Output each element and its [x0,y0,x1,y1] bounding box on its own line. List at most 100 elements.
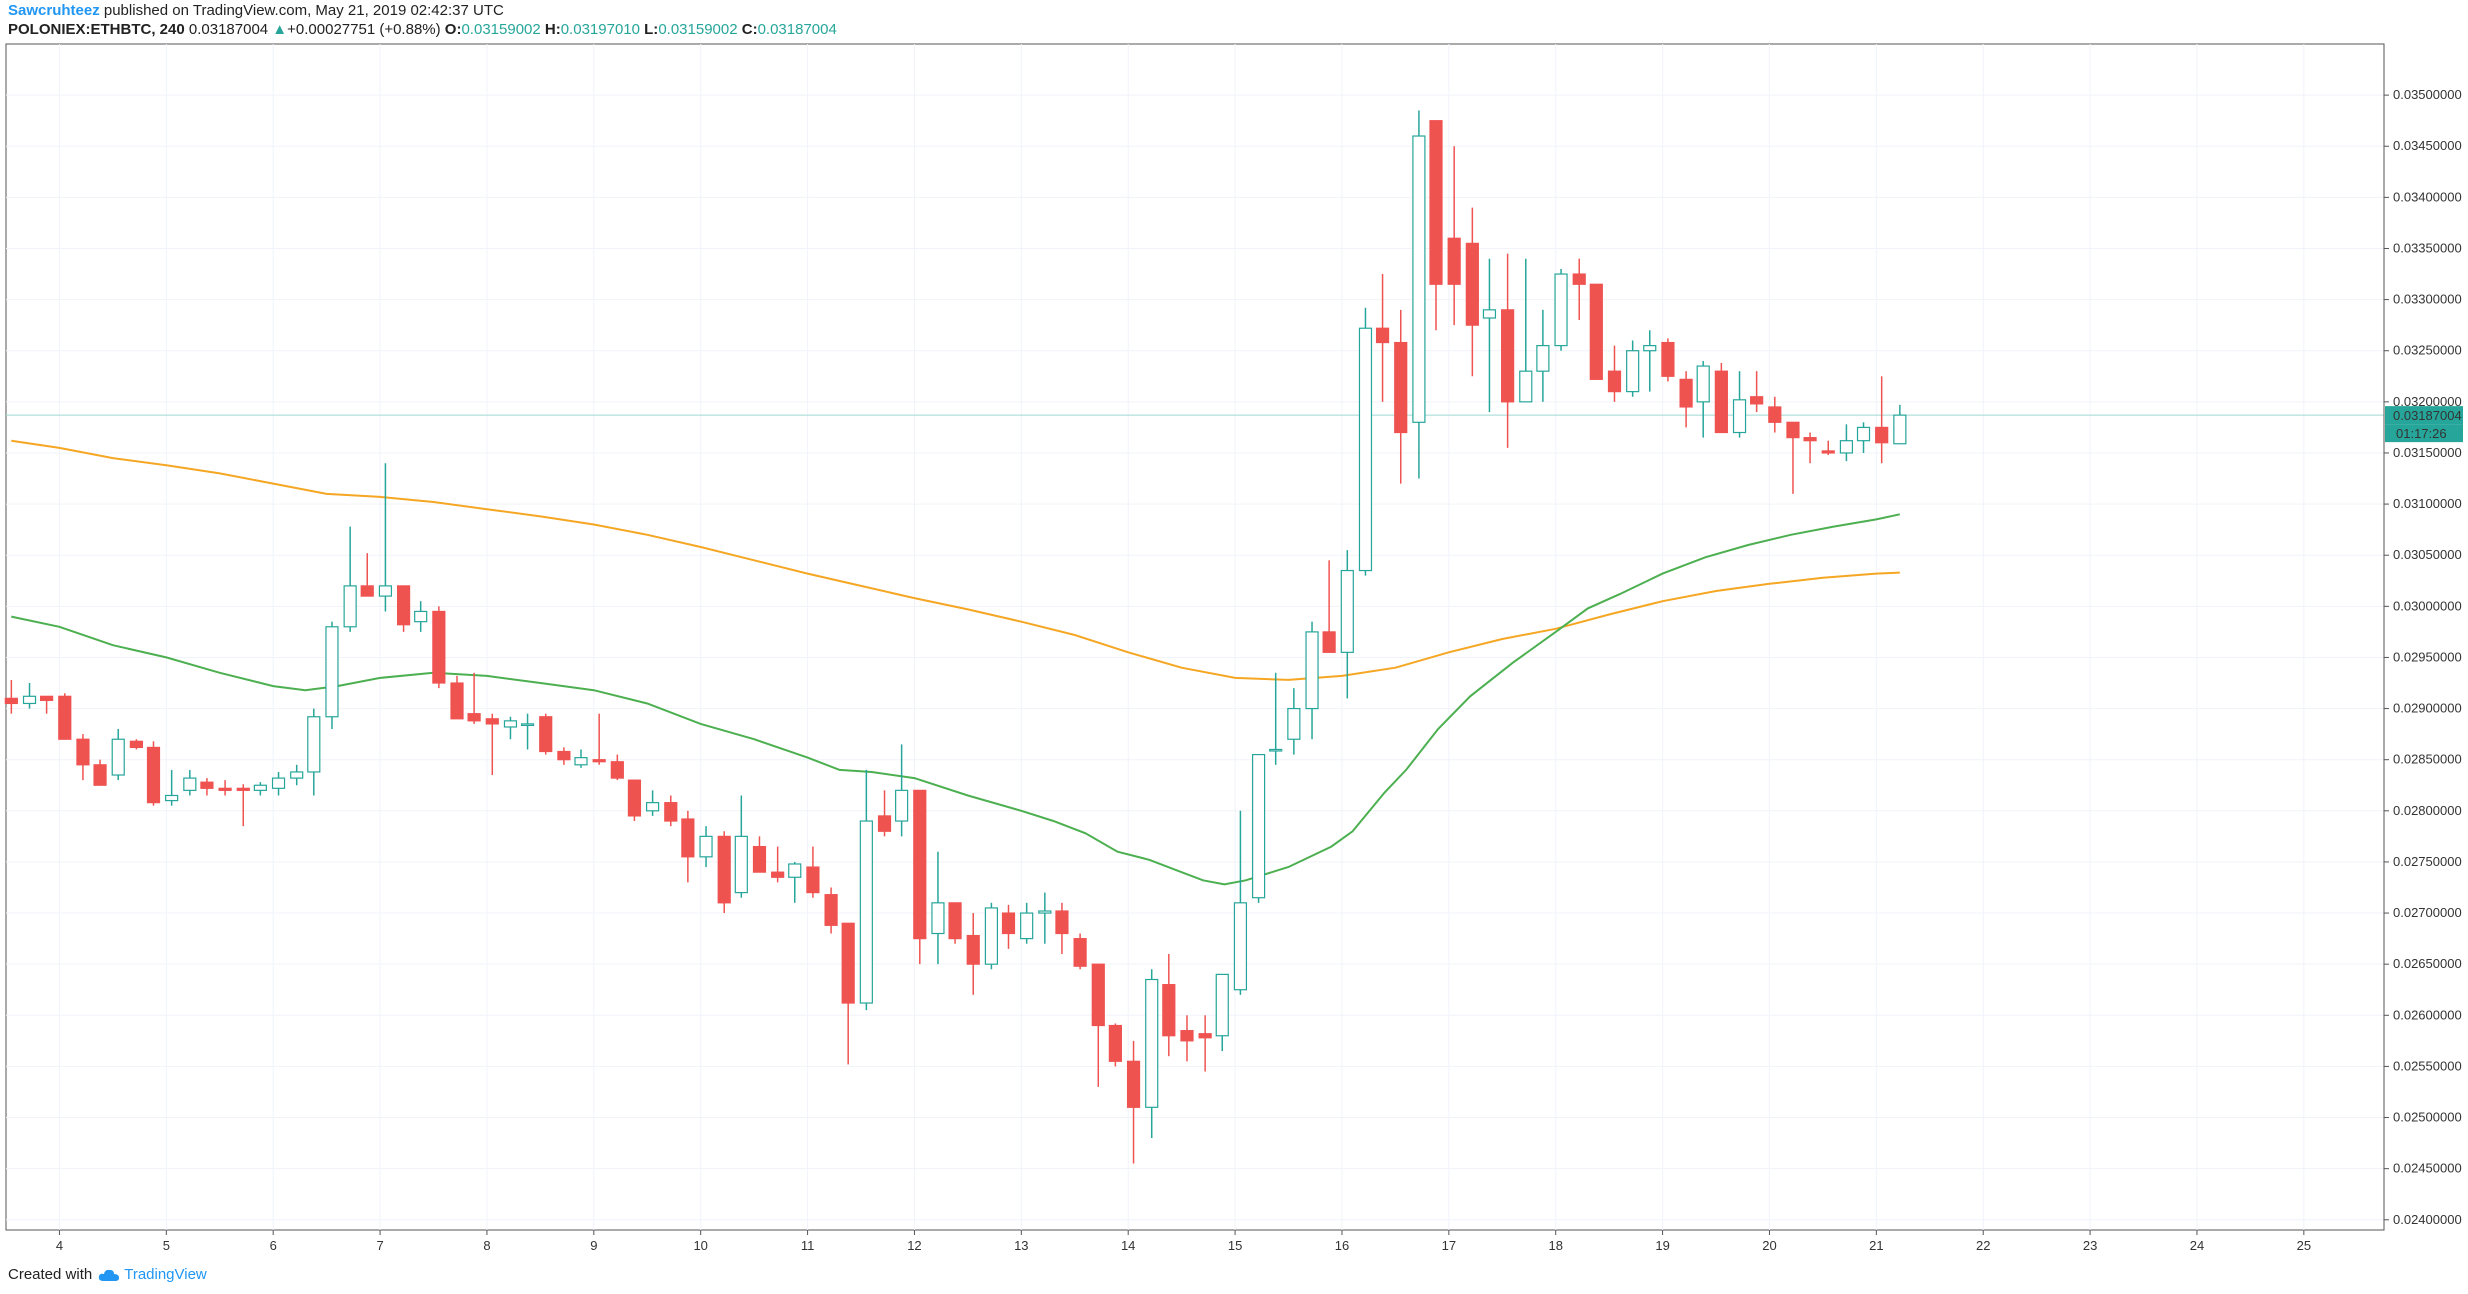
x-axis[interactable]: 4 5 6 7 8 9 10 11 12 13 14 15 16 17 18 19 20 21 22 23 24 25 [56,1230,2311,1253]
candle-body [1038,910,1052,914]
candle-body [646,802,660,812]
candle-body [752,845,767,873]
candle [1038,892,1052,944]
candle-body [1429,120,1443,285]
candle [1233,810,1248,995]
candle-body [1073,938,1087,967]
candle-body [1233,902,1248,991]
candle [1322,560,1336,653]
candle-body [290,771,304,779]
candle-body [146,746,161,804]
candle [1679,371,1693,428]
y-tick-label: 0.03400000 [2393,189,2462,204]
candle [76,734,90,781]
candle [931,851,945,965]
candle-body [414,610,428,623]
candle-body [948,902,962,940]
candle-body [771,871,785,878]
candle-body [1750,396,1764,405]
candle [1786,421,1800,494]
candle [699,826,713,868]
candle-body [360,585,374,597]
candle-body [699,835,713,858]
candle-body [557,750,571,761]
candle-body [1269,748,1283,752]
candle-body [1465,242,1479,326]
candle [1001,904,1016,949]
candle [343,526,357,632]
last-price: 0.03187004 [188,21,269,38]
candle [1626,340,1640,397]
x-tick-label: 24 [2190,1238,2204,1253]
y-tick-label: 0.02900000 [2393,701,2462,716]
y-tick-label: 0.03100000 [2393,496,2462,511]
candle [1108,1023,1122,1067]
candle [966,913,980,995]
candle-body [520,723,535,727]
symbol-label: POLONIEX:ETHBTC, 240 [8,21,185,38]
candle [1501,253,1515,448]
candle-body [1856,426,1871,442]
candle [1519,258,1533,403]
y-tick-label: 0.02850000 [2393,752,2462,767]
candle-body [325,626,339,718]
candle [1429,120,1443,331]
candle-body [129,740,143,749]
candle-body [1732,399,1747,434]
candle-body [307,716,321,773]
candle [984,902,999,970]
candle-body [432,610,446,684]
x-tick-label: 22 [1976,1238,1990,1253]
x-tick-label: 20 [1762,1238,1776,1253]
candle-body [1020,912,1034,940]
candle-body [1714,370,1728,434]
candle [1269,672,1283,765]
candle-body [1108,1024,1122,1062]
candle [1803,432,1817,464]
y-tick-label: 0.03150000 [2393,445,2462,460]
candle-body [1340,569,1354,653]
candle-body [1215,973,1229,1037]
change-value: +0.00027751 (+0.88%) [287,21,441,38]
high-value: 0.03197010 [560,21,640,38]
candle-body [664,802,678,822]
x-tick-label: 25 [2297,1238,2311,1253]
price-tag: 0.03187004 01:17:26 [2385,406,2463,443]
candle-body [1482,309,1497,319]
x-tick-label: 12 [907,1238,921,1253]
candle-body [1607,370,1622,393]
candle [22,683,37,709]
low-label: L: [644,21,659,38]
candle-body [627,779,642,817]
low-value: 0.03159002 [658,21,738,38]
candle-body [1287,707,1301,740]
candle [4,679,18,714]
author-name[interactable]: Sawcruhteez [8,2,100,19]
candle [1340,550,1354,699]
x-tick-label: 16 [1335,1238,1349,1253]
candle-body [1626,350,1640,393]
candle [771,846,785,883]
candle [539,713,553,755]
candle [1251,753,1266,903]
tradingview-logo[interactable]: TradingView [98,1266,207,1283]
candle [432,606,446,689]
y-axis[interactable]: 0.02400000 0.02450000 0.02500000 0.02550000… [2384,87,2462,1227]
candle-body [1821,450,1835,454]
y-tick-label: 0.03500000 [2393,87,2462,102]
candle [290,764,304,786]
y-tick-label: 0.03450000 [2393,138,2462,153]
candle-body [4,697,18,705]
tradingview-cloud-icon [99,1269,120,1281]
candle-body [485,718,499,725]
x-tick-label: 8 [483,1238,490,1253]
candle-body [610,761,624,779]
candle-body [1001,912,1016,935]
candle-body [1768,406,1782,423]
candle [1287,688,1301,755]
candle-body [183,777,197,791]
candle [58,693,72,740]
y-tick-label: 0.03350000 [2393,240,2462,255]
published-text: published on TradingView.com, May 21, 20… [103,2,504,19]
